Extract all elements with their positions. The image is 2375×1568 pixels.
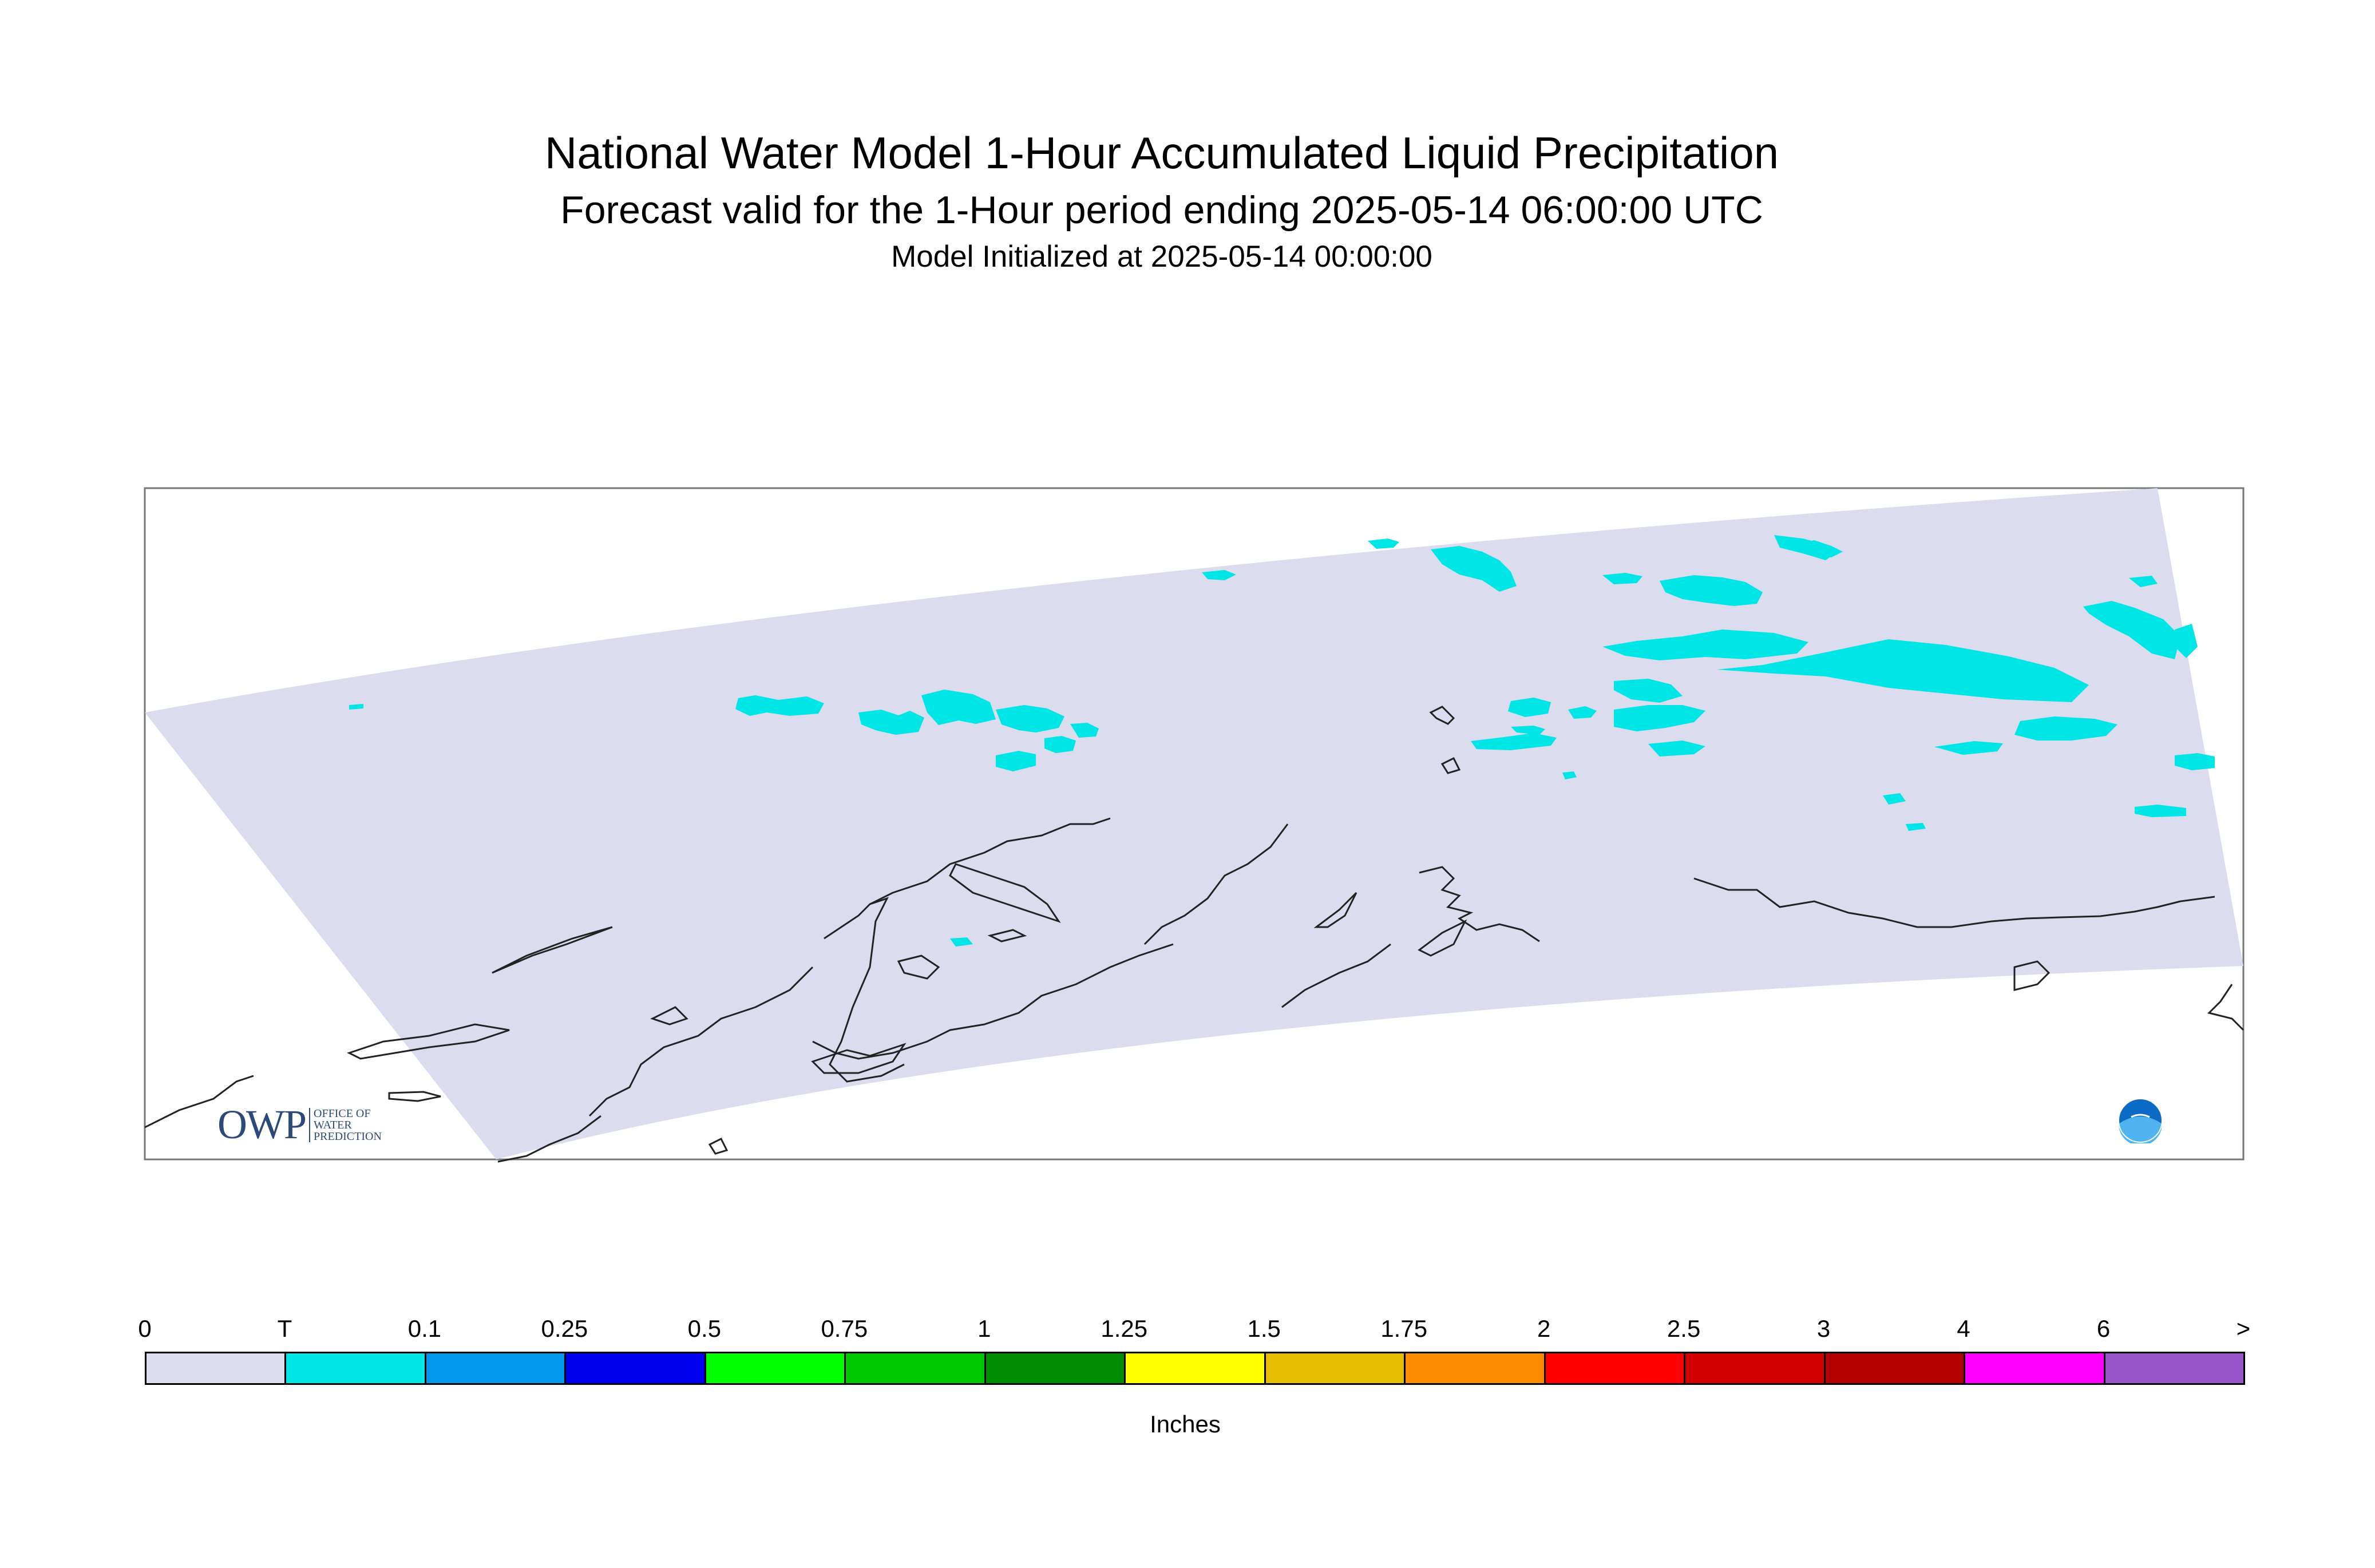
- colorbar-tick-label: 2: [1537, 1315, 1551, 1342]
- precip-blob: [1717, 639, 2089, 702]
- colorbar-swatch: [1264, 1352, 1406, 1385]
- colorbar-tick-label: 2.5: [1667, 1315, 1701, 1342]
- colorbar-tick-label: 0.5: [687, 1315, 722, 1342]
- colorbar-tick-label: 1.25: [1101, 1315, 1148, 1342]
- colorbar-swatch: [1684, 1352, 1826, 1385]
- colorbar-swatch: [984, 1352, 1126, 1385]
- precip-blob: [950, 937, 973, 947]
- colorbar-tick-label: 1.75: [1380, 1315, 1428, 1342]
- colorbar-swatch: [1543, 1352, 1686, 1385]
- colorbar-swatch: [564, 1352, 706, 1385]
- colorbar-tick-label: T: [277, 1315, 292, 1342]
- colorbar-tick-label: 0.25: [541, 1315, 588, 1342]
- colorbar-swatch: [1124, 1352, 1266, 1385]
- precip-blob: [1070, 723, 1099, 738]
- noaa-logo-icon: [2118, 1098, 2163, 1143]
- colorbar-tick-label: 1: [977, 1315, 991, 1342]
- map-frame: [144, 487, 2245, 1161]
- colorbar-swatch: [284, 1352, 426, 1385]
- owp-logo: OWP OFFICE OF WATER PREDICTION: [217, 1102, 382, 1147]
- precip-blob: [2014, 716, 2117, 741]
- precip-blob: [2129, 576, 2158, 587]
- precip-blob: [1511, 726, 1545, 735]
- model-domain: [145, 488, 2243, 1159]
- precip-blob: [1044, 736, 1076, 753]
- colorbar-tick-label: >: [2236, 1315, 2251, 1342]
- colorbar-swatch: [704, 1352, 846, 1385]
- colorbar-units-label: Inches: [1150, 1411, 1221, 1438]
- precip-blob: [2135, 805, 2186, 817]
- precip-blob: [921, 690, 996, 725]
- colorbar-tick-label: 6: [2096, 1315, 2111, 1342]
- coastline: [144, 706, 2245, 1163]
- precip-blob: [1202, 570, 1236, 580]
- precip-blob: [1883, 793, 1906, 805]
- colorbar-swatch: [1964, 1352, 2105, 1385]
- colorbar-swatch: [145, 1352, 287, 1385]
- precip-blob: [2083, 601, 2180, 659]
- precip-blob: [1602, 629, 1808, 660]
- colorbar-tick-label: 4: [1957, 1315, 1970, 1342]
- precip-blob: [735, 695, 824, 716]
- init-subtitle: Model Initialized at 2025-05-14 00:00:00: [891, 240, 1432, 274]
- precip-blob: [2175, 753, 2215, 770]
- colorbar-swatch: [2103, 1352, 2245, 1385]
- precip-areas: [349, 535, 2215, 947]
- precip-blob: [858, 710, 924, 735]
- precip-blob: [996, 751, 1036, 771]
- precip-blob: [1797, 540, 1843, 557]
- colorbar-swatch: [844, 1352, 986, 1385]
- precip-blob: [1906, 823, 1926, 831]
- colorbar-tick-label: 0.1: [407, 1315, 442, 1342]
- precip-blob: [1660, 575, 1763, 606]
- precip-blob: [996, 705, 1064, 732]
- precip-blob: [1568, 706, 1597, 719]
- precip-blob: [1614, 705, 1705, 731]
- chart-title: National Water Model 1-Hour Accumulated …: [544, 128, 1779, 178]
- precip-blob: [1368, 538, 1399, 549]
- precip-blob: [1431, 546, 1517, 592]
- forecast-subtitle: Forecast valid for the 1-Hour period end…: [560, 188, 1763, 232]
- precip-blob: [1602, 573, 1642, 584]
- colorbar-swatch: [1823, 1352, 1966, 1385]
- colorbar-tick-label: 3: [1816, 1315, 1831, 1342]
- precip-blob: [1934, 741, 2003, 755]
- precip-blob: [1648, 741, 1705, 757]
- precip-blob: [1614, 679, 1683, 703]
- precip-blob: [349, 704, 363, 710]
- colorbar-swatch: [424, 1352, 567, 1385]
- colorbar-tick-label: 0: [138, 1315, 152, 1342]
- precip-blob: [1471, 733, 1557, 750]
- colorbar-swatch: [1404, 1352, 1546, 1385]
- precip-blob: [1508, 698, 1551, 717]
- colorbar-tick-label: 0.75: [821, 1315, 868, 1342]
- precip-blob: [2175, 624, 2198, 658]
- precip-blob: [1562, 771, 1577, 779]
- colorbar-tick-label: 1.5: [1247, 1315, 1281, 1342]
